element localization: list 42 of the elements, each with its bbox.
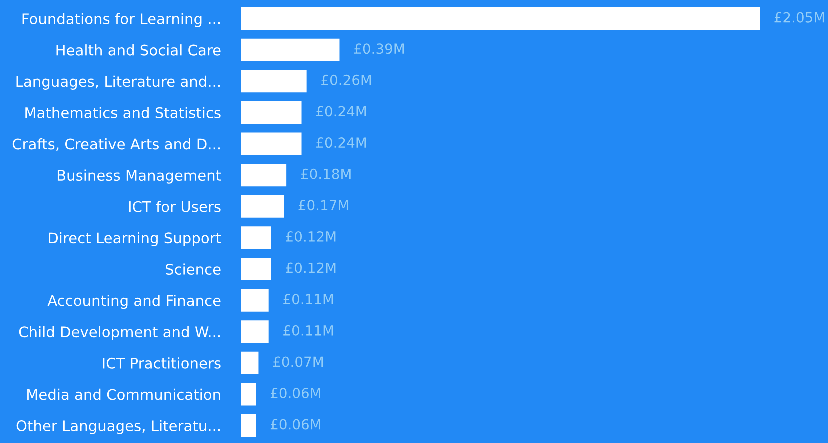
data-label: £0.11M (284, 325, 334, 336)
y-tick-label: Media and Communication (28, 388, 220, 400)
bar (241, 289, 269, 312)
y-tick-label: Accounting and Finance (48, 295, 221, 310)
bar (241, 383, 256, 406)
bar (241, 226, 272, 250)
data-label: £0.06M (270, 388, 320, 399)
bar (241, 414, 256, 438)
bar (241, 38, 340, 62)
bar (241, 352, 259, 374)
data-label: £0.24M (316, 138, 366, 148)
y-tick-label: Direct Learning Support (49, 232, 222, 247)
y-tick-label: ICT for Users (129, 201, 221, 212)
y-tick-label: Health and Social Care (56, 44, 221, 56)
bar (241, 195, 284, 218)
y-tick-label: ICT Practitioners (103, 358, 221, 369)
data-label: £0.07M (273, 356, 323, 368)
data-label: £0.26M (322, 74, 372, 86)
bar (241, 320, 269, 344)
data-label: £0.06M (270, 419, 320, 430)
bar (241, 101, 302, 124)
data-label: £0.11M (284, 294, 334, 305)
bar (241, 164, 287, 187)
bar (241, 258, 272, 281)
data-label: £2.05M (774, 12, 824, 23)
data-label: £0.12M (286, 262, 336, 274)
bar (241, 8, 760, 30)
y-tick-label: Other Languages, Literatu... (16, 420, 220, 434)
y-tick-label: Business Management (58, 170, 222, 184)
y-tick-label: Child Development and W... (19, 326, 220, 340)
bar (241, 132, 302, 156)
y-tick-label: Languages, Literature and... (16, 76, 220, 90)
data-label: £0.12M (286, 231, 336, 242)
y-tick-label: Foundations for Learning ... (22, 13, 220, 28)
data-label: £0.18M (301, 168, 351, 180)
y-tick-label: Mathematics and Statistics (26, 107, 221, 118)
y-tick-label: Science (166, 264, 221, 275)
y-tick-label: Crafts, Creative Arts and D... (12, 138, 220, 152)
data-label: £0.39M (354, 44, 404, 54)
data-label: £0.24M (316, 106, 366, 117)
bar (241, 70, 307, 93)
data-label: £0.17M (298, 200, 348, 211)
